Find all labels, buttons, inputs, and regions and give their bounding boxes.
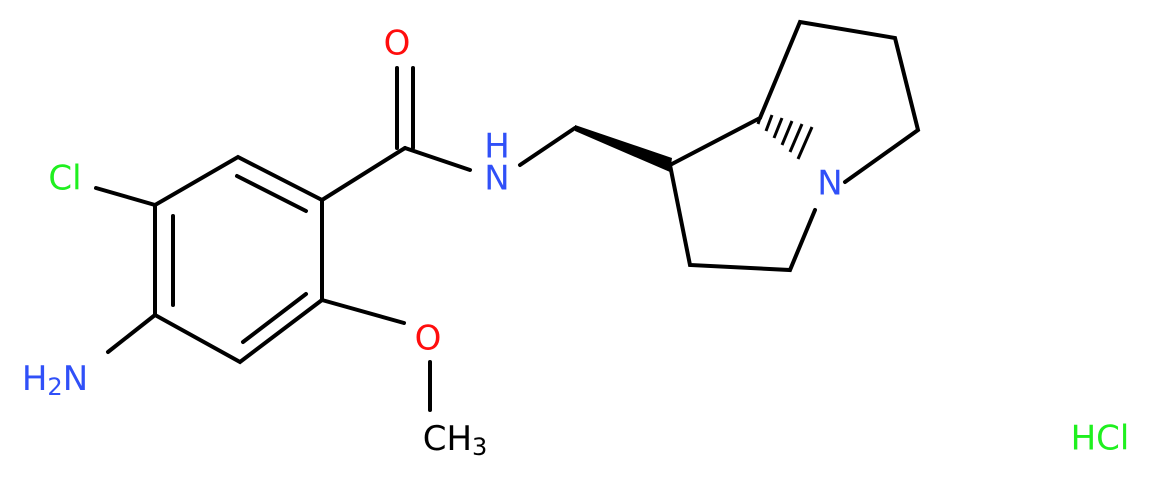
atom-part: N — [63, 359, 88, 399]
benzene-ring — [153, 154, 324, 365]
atom-label: Cl — [48, 159, 81, 199]
n-c-bond — [518, 126, 577, 167]
atom-label: H2N — [22, 359, 88, 402]
atom-label: CH3 — [423, 419, 488, 462]
atom-part: CH — [423, 419, 472, 459]
pyrrolizidine-bonds — [668, 19, 921, 273]
atom-part: H — [22, 359, 48, 399]
atom-label: O — [415, 319, 442, 359]
atom-label: N — [484, 159, 509, 199]
atom-label: H — [484, 127, 510, 167]
c-o-bond — [320, 298, 406, 325]
wedge-bond — [575, 125, 672, 172]
c-cl-bond — [94, 186, 157, 207]
hashed-bond — [756, 111, 814, 160]
c-n-bond — [106, 313, 157, 354]
double-bond — [235, 174, 308, 213]
atom-part: 3 — [472, 433, 487, 461]
atom-part: 2 — [47, 373, 62, 401]
atom-label: N — [817, 164, 842, 204]
c-n-bond — [403, 146, 472, 172]
bonds — [94, 19, 921, 412]
salt-label: HCl — [1071, 419, 1130, 459]
c-c-bond — [320, 146, 407, 202]
double-bond — [241, 292, 308, 344]
atom-label: O — [384, 24, 411, 64]
